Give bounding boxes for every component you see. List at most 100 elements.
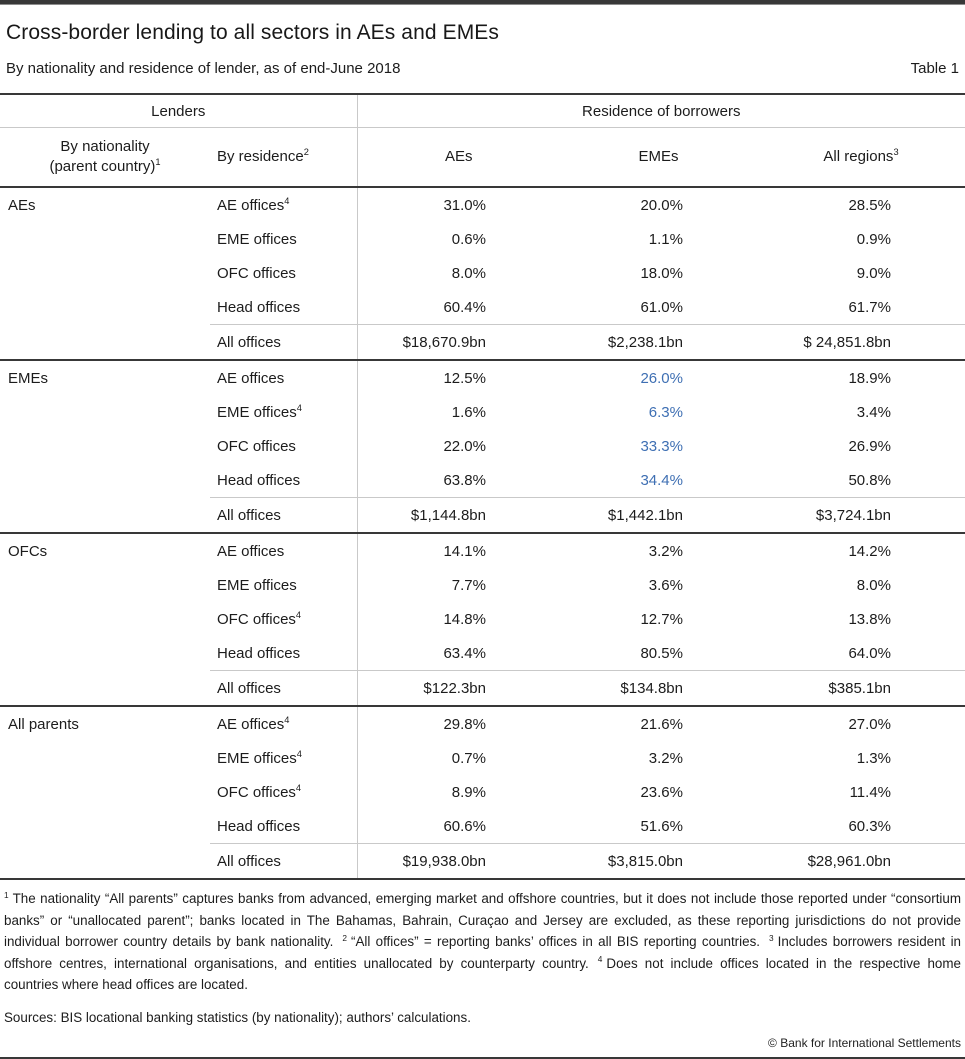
footnote-text-2: “All offices” = reporting banks’ offices… xyxy=(350,934,760,949)
table-row: OFCs AE offices 14.1% 3.2% 14.2% xyxy=(0,533,965,568)
value-cell-all-regions: 27.0% xyxy=(848,715,891,733)
nationality-cell xyxy=(0,636,210,671)
office-cell: EME offices xyxy=(210,568,358,602)
value-cell-emes: 12.7% xyxy=(640,610,683,628)
page-subtitle: By nationality and residence of lender, … xyxy=(6,60,401,77)
value-cell-aes: 31.0% xyxy=(443,196,486,214)
footnote-marker-4: 4 xyxy=(597,954,603,965)
value-cell-all-regions: $ 24,851.8bn xyxy=(757,324,965,361)
nationality-cell xyxy=(0,256,210,290)
value-cell-aes: 7.7% xyxy=(451,576,486,594)
value-cell-emes: 80.5% xyxy=(640,644,683,662)
footnote-ref-1: 1 xyxy=(155,157,161,167)
value-cell-aes: 0.7% xyxy=(451,749,486,767)
header-by-residence: By residence2 xyxy=(210,127,358,188)
nationality-cell xyxy=(0,741,210,775)
office-cell: All offices xyxy=(210,324,358,361)
value-cell-emes: $3,815.0bn xyxy=(560,843,757,880)
footnote-ref-2: 2 xyxy=(303,147,309,157)
top-border-rule xyxy=(0,0,965,5)
document-footer: 1 The nationality “All parents” captures … xyxy=(0,888,965,1059)
header-all-regions-text: All regions xyxy=(823,148,894,165)
nationality-cell xyxy=(0,809,210,844)
office-cell: AE offices xyxy=(210,360,358,395)
office-cell: Head offices xyxy=(210,463,358,498)
value-cell-aes: 14.1% xyxy=(443,542,486,560)
footnote-ref-4: 4 xyxy=(296,748,302,759)
value-cell-aes: $18,670.9bn xyxy=(357,324,560,361)
value-cell-emes: $2,238.1bn xyxy=(560,324,757,361)
header-emes-column: EMEs xyxy=(560,127,757,188)
nationality-cell: All parents xyxy=(8,715,79,733)
value-cell-aes: 0.6% xyxy=(451,230,486,248)
nationality-cell xyxy=(0,324,210,361)
header-by-nationality-line2: (parent country) xyxy=(49,158,156,175)
table-row: EME offices4 1.6% 6.3% 3.4% xyxy=(0,395,965,429)
footnote-ref-4: 4 xyxy=(284,714,290,725)
footnotes: 1 The nationality “All parents” captures … xyxy=(4,888,961,996)
lending-table: Lenders Residence of borrowers By nation… xyxy=(0,93,965,880)
value-cell-all-regions: 8.0% xyxy=(856,576,891,594)
value-cell-emes: 1.1% xyxy=(648,230,683,248)
value-cell-emes: 33.3% xyxy=(640,437,683,455)
footnote-text-4: Does not include offices located in the … xyxy=(4,955,961,993)
table-number-label: Table 1 xyxy=(910,60,959,77)
value-cell-all-regions: 9.0% xyxy=(856,264,891,282)
value-cell-all-regions: 1.3% xyxy=(856,749,891,767)
office-cell: OFC offices xyxy=(210,256,358,290)
office-cell: Head offices xyxy=(210,636,358,671)
nationality-cell xyxy=(0,222,210,256)
value-cell-emes: 34.4% xyxy=(640,471,683,489)
total-row: All offices $1,144.8bn $1,442.1bn $3,724.1b… xyxy=(0,497,965,534)
value-cell-aes: $1,144.8bn xyxy=(357,497,560,534)
value-cell-aes: 1.6% xyxy=(451,403,486,421)
nationality-cell xyxy=(0,670,210,707)
value-cell-aes: 12.5% xyxy=(443,369,486,387)
office-cell: EME offices4 xyxy=(210,395,358,429)
bottom-border-rule xyxy=(0,1056,965,1059)
table-row: Head offices 63.4% 80.5% 64.0% xyxy=(0,636,965,671)
table-body: AEs AE offices4 31.0% 20.0% 28.5% EME offices… xyxy=(0,187,965,880)
value-cell-aes: $19,938.0bn xyxy=(357,843,560,880)
office-cell: AE offices4 xyxy=(210,187,358,222)
table-row: OFC offices 8.0% 18.0% 9.0% xyxy=(0,256,965,290)
value-cell-emes: 3.2% xyxy=(648,542,683,560)
table-row: EMEs AE offices 12.5% 26.0% 18.9% xyxy=(0,360,965,395)
office-cell: Head offices xyxy=(210,809,358,844)
value-cell-emes: 3.6% xyxy=(648,576,683,594)
value-cell-all-regions: 64.0% xyxy=(848,644,891,662)
total-row: All offices $19,938.0bn $3,815.0bn $28,961.… xyxy=(0,843,965,880)
value-cell-aes: 60.6% xyxy=(443,817,486,835)
value-cell-all-regions: 0.9% xyxy=(856,230,891,248)
value-cell-all-regions: 28.5% xyxy=(848,196,891,214)
header-residence-of-borrowers: Residence of borrowers xyxy=(357,93,965,128)
value-cell-aes: 8.9% xyxy=(451,783,486,801)
value-cell-aes: 63.4% xyxy=(443,644,486,662)
sources-line: Sources: BIS locational banking statisti… xyxy=(4,1009,471,1025)
footnote-ref-4: 4 xyxy=(295,609,302,620)
table-row: All parents AE offices4 29.8% 21.6% 27.0% xyxy=(0,706,965,741)
value-cell-emes: 23.6% xyxy=(640,783,683,801)
nationality-cell: AEs xyxy=(8,196,36,214)
nationality-cell xyxy=(0,843,210,880)
office-cell: OFC offices4 xyxy=(210,602,358,636)
value-cell-aes: 22.0% xyxy=(443,437,486,455)
value-cell-emes: $134.8bn xyxy=(560,670,757,707)
nationality-cell xyxy=(0,290,210,325)
value-cell-all-regions: 60.3% xyxy=(848,817,891,835)
value-cell-aes: 8.0% xyxy=(451,264,486,282)
copyright-line: © Bank for International Settlements xyxy=(768,1035,961,1050)
header-columns-row: By nationality (parent country)1 By resi… xyxy=(0,127,965,188)
office-cell: AE offices xyxy=(210,533,358,568)
header-by-residence-text: By residence xyxy=(217,148,304,165)
office-cell: EME offices xyxy=(210,222,358,256)
office-cell: All offices xyxy=(210,497,358,534)
table-row: OFC offices4 14.8% 12.7% 13.8% xyxy=(0,602,965,636)
nationality-cell xyxy=(0,602,210,636)
value-cell-emes: 3.2% xyxy=(648,749,683,767)
header-all-regions-column: All regions3 xyxy=(757,127,965,188)
value-cell-aes: 29.8% xyxy=(443,715,486,733)
value-cell-all-regions: $3,724.1bn xyxy=(757,497,965,534)
total-row: All offices $18,670.9bn $2,238.1bn $ 24,851… xyxy=(0,324,965,361)
table-row: EME offices4 0.7% 3.2% 1.3% xyxy=(0,741,965,775)
